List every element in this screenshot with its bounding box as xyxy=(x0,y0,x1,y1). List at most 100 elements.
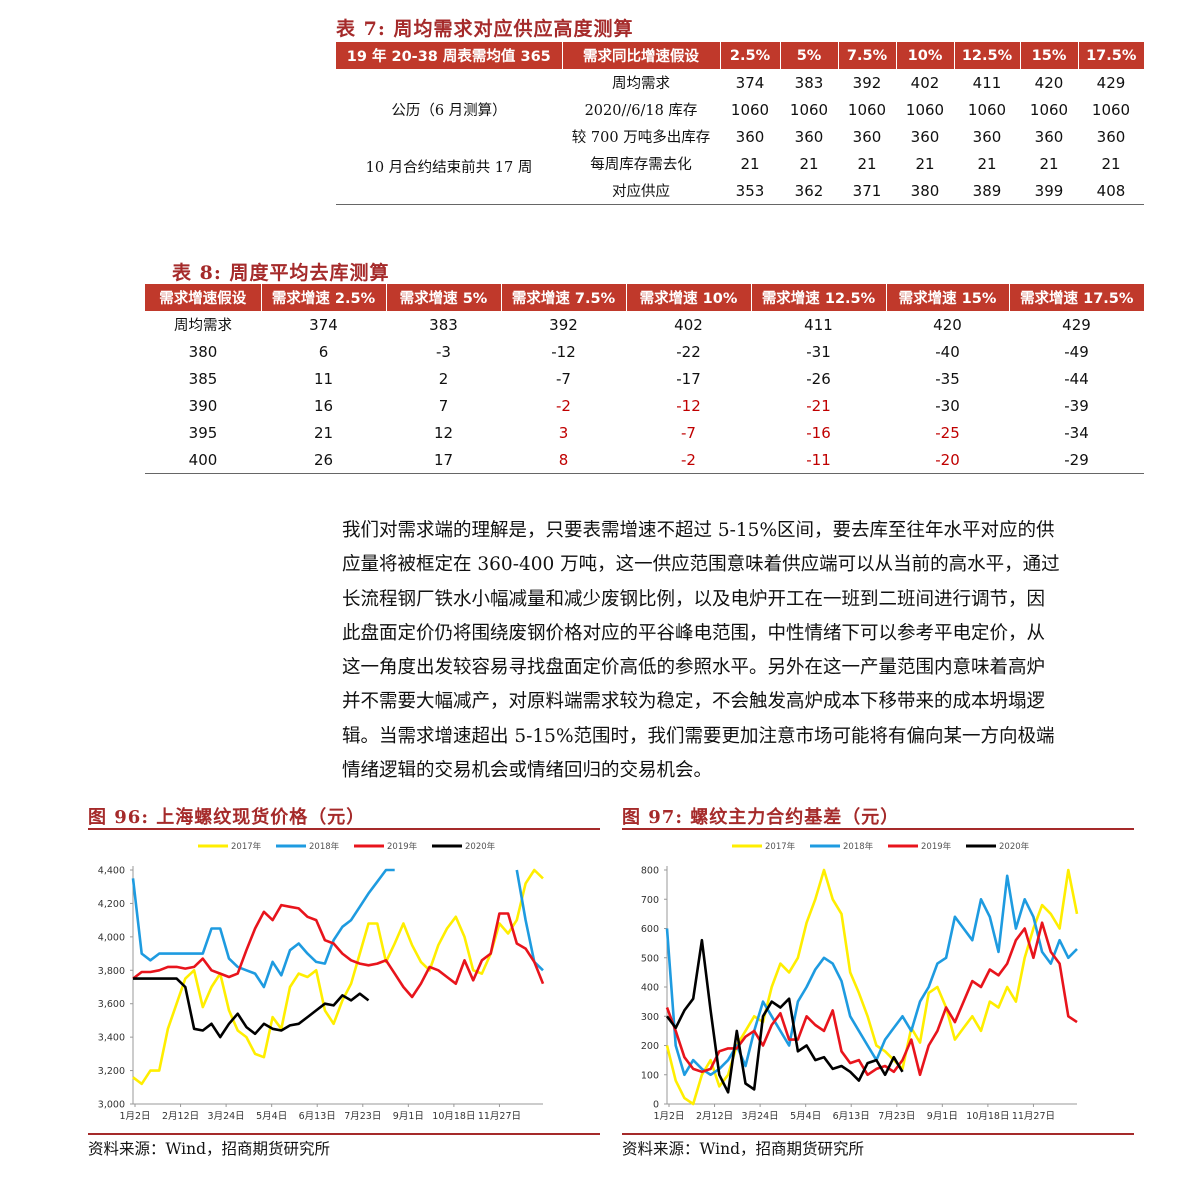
table7-row-label: 较 700 万吨多出库存 xyxy=(571,130,711,146)
figure97-chart: 2017年 2018年 2019年 2020年 0 100 200 300 400 500 600 7… xyxy=(641,841,1079,1122)
x-tick-label: 3月24日 xyxy=(742,1111,779,1122)
figure97-title: 图 97: 螺纹主力合约基差（元） xyxy=(622,807,900,828)
table8-cell: -20 xyxy=(935,450,960,469)
table8-row-label: 380 xyxy=(188,342,218,361)
table8-cell: -16 xyxy=(806,423,831,442)
table-row: 395 21 12 3 -7 -16 -25 -34 xyxy=(145,419,1144,446)
table8-cell: 429 xyxy=(1062,315,1091,334)
legend-label: 2020年 xyxy=(999,841,1030,852)
table8-cell: 392 xyxy=(549,315,578,334)
paragraph-line: 此盘面定价仍将围绕废钢价格对应的平谷峰电范围，中性情绪下可以参考平电定价，从 xyxy=(342,622,1046,644)
legend-label: 2018年 xyxy=(843,841,874,852)
legend-label: 2018年 xyxy=(309,841,340,852)
table8-cell: -2 xyxy=(681,450,696,469)
table7-cell: 1060 xyxy=(905,100,945,119)
x-tick-label: 2月12日 xyxy=(696,1111,733,1122)
table7-row-label: 2020//6/18 库存 xyxy=(584,103,698,119)
table7-cell: 1060 xyxy=(1091,100,1131,119)
table7-cell: 429 xyxy=(1096,73,1126,92)
series-line-2017年 xyxy=(665,868,1079,1106)
x-tick-label: 7月23日 xyxy=(878,1111,915,1122)
table-row: 400 26 17 8 -2 -11 -20 -29 xyxy=(145,446,1144,474)
table8-title: 表 8: 周度平均去库测算 xyxy=(172,262,390,284)
table7-cell: 374 xyxy=(735,73,765,92)
chart-legend: 2017年 2018年 2019年 2020年 xyxy=(198,841,496,852)
table8-header-cell: 需求增速 15% xyxy=(886,284,1010,311)
table8-cell: 411 xyxy=(804,315,833,334)
x-tick-label: 10月18日 xyxy=(966,1111,1009,1122)
table8-row-label: 395 xyxy=(188,423,218,442)
table8-header-cell: 需求增速 5% xyxy=(386,284,502,311)
y-tick-label: 800 xyxy=(641,866,659,877)
paragraph-line: 我们对需求端的理解是，只要表需增速不超过 5-15%区间，要去库至往年水平对应的… xyxy=(342,520,1055,541)
x-tick-label: 7月23日 xyxy=(344,1111,381,1122)
table7-header-cell: 5% xyxy=(780,42,839,69)
table8-cell: 2 xyxy=(438,369,449,388)
table-row: 380 6 -3 -12 -22 -31 -40 -49 xyxy=(145,338,1144,365)
table7-cell: 360 xyxy=(794,127,824,146)
table7-header-cell: 19 年 20-38 周表需均值 365 xyxy=(336,42,563,69)
table8-cell: 26 xyxy=(313,450,334,469)
table7-cell: 21 xyxy=(740,154,760,173)
table8-cell: -7 xyxy=(681,423,696,442)
series-line-2018年 xyxy=(665,874,1078,1077)
table8-header-cell: 需求增速 17.5% xyxy=(1009,284,1144,311)
table8-cell: 374 xyxy=(309,315,338,334)
x-tick-label: 10月18日 xyxy=(432,1111,475,1122)
x-tick-label: 1月2日 xyxy=(653,1111,684,1122)
table7: 19 年 20-38 周表需均值 365 需求同比增速假设 2.5% 5% 7.5% 10… xyxy=(336,42,1144,205)
table7-cell: 21 xyxy=(799,154,819,173)
table8-cell: 402 xyxy=(674,315,703,334)
table-row: 390 16 7 -2 -12 -21 -30 -39 xyxy=(145,392,1144,419)
table8-header-cell: 需求增速 7.5% xyxy=(501,284,627,311)
figure96-source: 资料来源：Wind，招商期货研究所 xyxy=(88,1140,331,1158)
table8-cell: 420 xyxy=(933,315,962,334)
legend-label: 2019年 xyxy=(921,841,952,852)
table7-cell: 21 xyxy=(857,154,877,173)
table7-cell: 360 xyxy=(972,127,1002,146)
table7-cell: 21 xyxy=(977,154,997,173)
table8-cell: -30 xyxy=(935,396,960,415)
table7-cell: 408 xyxy=(1096,181,1126,200)
table7-cell: 360 xyxy=(852,127,882,146)
table7-cell: 380 xyxy=(910,181,940,200)
y-tick-label: 600 xyxy=(641,924,659,935)
table8-cell: -31 xyxy=(806,342,831,361)
y-tick-label: 100 xyxy=(641,1070,659,1081)
figure96-chart: 2017年 2018年 2019年 2020年 3,000 3,200 3,400 3,600… xyxy=(98,841,545,1122)
y-tick-label: 4,200 xyxy=(98,899,125,910)
table8-row-label: 周均需求 xyxy=(174,318,232,334)
table7-row-label: 对应供应 xyxy=(612,184,670,200)
table7-group-label: 10 月合约结束前共 17 周 xyxy=(365,160,533,176)
x-tick-label: 11月27日 xyxy=(478,1111,521,1122)
table8-cell: 3 xyxy=(558,423,569,442)
table7-cell: 1060 xyxy=(730,100,770,119)
table8-cell: 6 xyxy=(318,342,329,361)
table7-header-cell: 需求同比增速假设 xyxy=(562,42,721,69)
body-paragraph: 我们对需求端的理解是，只要表需增速不超过 5-15%区间，要去库至往年水平对应的… xyxy=(342,514,1134,788)
x-tick-label: 5月4日 xyxy=(790,1111,821,1122)
table7-header-cell: 12.5% xyxy=(954,42,1021,69)
paragraph-line: 应量将被框定在 360-400 万吨，这一供应范围意味着供应端可以从当前的高水平… xyxy=(342,554,1060,576)
legend-label: 2017年 xyxy=(231,841,262,852)
table8-cell: -25 xyxy=(935,423,960,442)
table7-cell: 1060 xyxy=(967,100,1007,119)
chart-legend: 2017年 2018年 2019年 2020年 xyxy=(732,841,1030,852)
table8-cell: 8 xyxy=(558,450,569,469)
table7-cell: 362 xyxy=(794,181,824,200)
x-tick-label: 3月24日 xyxy=(208,1111,245,1122)
table8-cell: -22 xyxy=(676,342,701,361)
table-row: 2020//6/18 库存 1060 1060 1060 1060 1060 1060 106… xyxy=(336,96,1144,123)
table8-cell: 12 xyxy=(433,423,454,442)
table8-cell: 17 xyxy=(433,450,454,469)
y-tick-label: 0 xyxy=(653,1100,659,1111)
paragraph-line: 这一角度出发较容易寻找盘面定价高低的参照水平。另外在这一产量范围内意味着高炉 xyxy=(342,657,1046,679)
table8-cell: -34 xyxy=(1064,423,1089,442)
table8-cell: -29 xyxy=(1064,450,1089,469)
legend-label: 2017年 xyxy=(765,841,796,852)
table7-cell: 360 xyxy=(1096,127,1126,146)
table7-cell: 383 xyxy=(794,73,824,92)
table7-cell: 402 xyxy=(910,73,940,92)
series-line-2020年 xyxy=(133,977,370,1039)
table8-cell: 383 xyxy=(429,315,458,334)
